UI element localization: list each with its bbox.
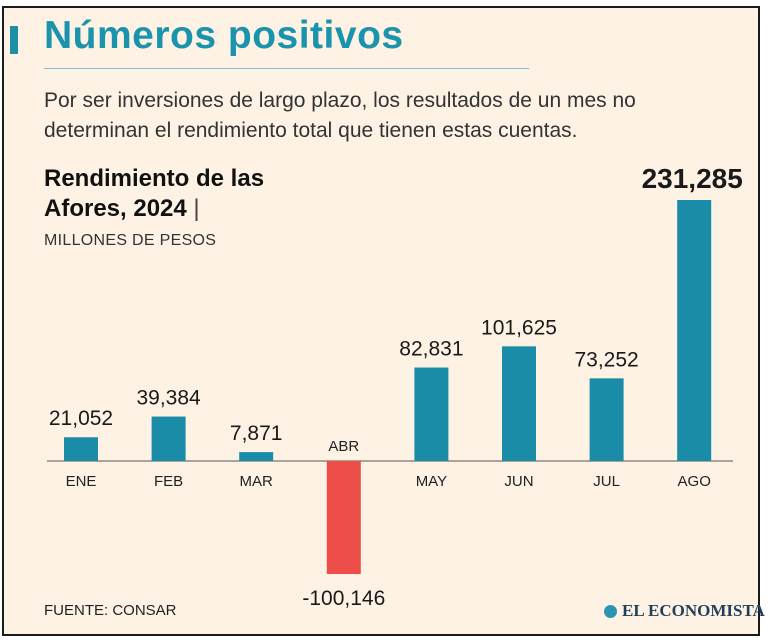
data-label-may: 82,831 — [399, 338, 463, 361]
x-tick-label-jun: JUN — [504, 473, 533, 490]
bar-mar — [239, 452, 274, 461]
x-tick-label-may: MAY — [416, 473, 447, 490]
chart-unit-label: MILLONES DE PESOS — [44, 232, 217, 249]
data-label-jul: 73,252 — [574, 348, 638, 371]
chart-title: Rendimiento de las Afores, 2024 | — [44, 164, 314, 224]
x-tick-label-ago: AGO — [678, 473, 711, 490]
brand-name: EL ECONOMISTA — [622, 601, 765, 620]
x-tick-label-feb: FEB — [154, 473, 183, 490]
subtitle: Por ser inversiones de largo plazo, los … — [44, 89, 636, 142]
bar-feb — [151, 416, 186, 461]
bar-abr — [326, 461, 361, 575]
x-tick-label-ene: ENE — [66, 473, 97, 490]
x-tick-label-mar: MAR — [240, 473, 274, 490]
bar-jun — [502, 346, 536, 461]
data-label-feb: 39,384 — [136, 387, 201, 410]
bar-may — [414, 367, 449, 461]
data-label-ago: 231,285 — [642, 163, 743, 194]
data-label-jun: 101,625 — [481, 316, 557, 339]
data-label-ene: 21,052 — [49, 407, 113, 430]
title-divider — [44, 68, 529, 69]
chart-title-line2: Afores, 2024 — [44, 195, 187, 222]
data-label-abr: -100,146 — [302, 587, 385, 610]
title-accent-bar — [10, 26, 18, 54]
x-tick-label-jul: JUL — [593, 473, 620, 490]
page-title: Números positivos — [44, 14, 404, 57]
infographic-frame — [2, 6, 760, 636]
bar-ago — [677, 200, 712, 461]
chart-title-separator: | — [193, 195, 200, 222]
brand-logo: EL ECONOMISTA — [604, 601, 765, 621]
bar-ene — [64, 437, 98, 461]
source-note: FUENTE: CONSAR — [44, 602, 177, 619]
x-tick-label-abr: ABR — [328, 438, 359, 455]
bar-jul — [589, 378, 624, 461]
chart-title-line1: Rendimiento de las — [44, 165, 265, 192]
el-economista-logo-icon — [604, 604, 617, 618]
data-label-mar: 7,871 — [230, 422, 283, 445]
